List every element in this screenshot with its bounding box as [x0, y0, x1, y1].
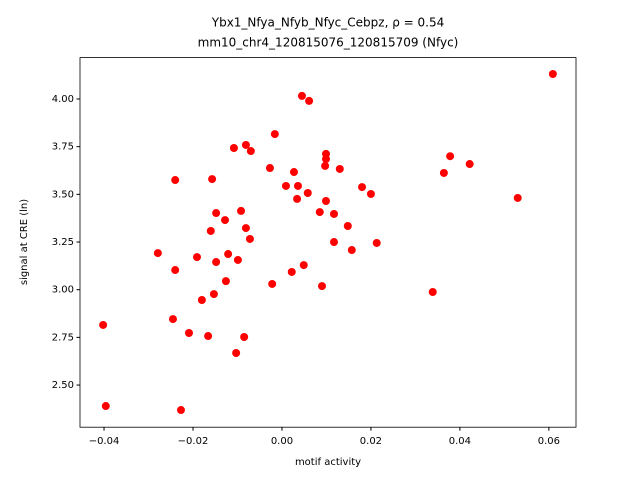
- point: [192, 253, 201, 262]
- y-tick-label: 3.75: [52, 142, 74, 153]
- point: [303, 189, 312, 198]
- plot-frame: [79, 57, 577, 428]
- point: [321, 155, 330, 164]
- point: [184, 328, 193, 337]
- x-tick-label: 0.00: [271, 436, 293, 447]
- point: [287, 267, 296, 276]
- point: [465, 160, 474, 169]
- point: [315, 208, 324, 217]
- point: [446, 152, 455, 161]
- point: [209, 290, 218, 299]
- point: [176, 406, 185, 415]
- x-tick-label: −0.04: [89, 436, 120, 447]
- point: [321, 197, 330, 206]
- point: [305, 96, 314, 105]
- chart-title: Ybx1_Nfya_Nfyb_Nfyc_Cebpz, ρ = 0.54: [211, 16, 444, 30]
- point: [221, 277, 230, 286]
- point: [330, 238, 339, 247]
- x-tick-label: 0.04: [449, 436, 471, 447]
- point: [335, 164, 344, 173]
- point: [246, 147, 255, 156]
- point: [297, 91, 306, 100]
- point: [208, 175, 217, 184]
- point: [240, 332, 249, 341]
- point: [428, 287, 437, 296]
- point: [232, 349, 241, 358]
- point: [171, 266, 180, 275]
- point: [321, 161, 330, 170]
- y-tick-label: 3.25: [52, 237, 74, 248]
- point: [299, 261, 308, 270]
- point: [265, 164, 274, 173]
- point: [347, 246, 356, 255]
- point: [204, 332, 213, 341]
- point: [197, 295, 206, 304]
- point: [293, 181, 302, 190]
- point: [268, 279, 277, 288]
- y-axis-label: signal at CRE (ln): [19, 199, 30, 285]
- x-tick-label: 0.02: [360, 436, 382, 447]
- point: [168, 315, 177, 324]
- y-tick-label: 3.50: [52, 189, 74, 200]
- point: [206, 226, 215, 235]
- point: [358, 183, 367, 192]
- point: [212, 209, 221, 218]
- y-tick-label: 2.50: [52, 380, 74, 391]
- chart-subtitle: mm10_chr4_120815076_120815709 (Nfyc): [198, 36, 459, 50]
- point: [343, 221, 352, 230]
- point: [171, 176, 180, 185]
- point: [372, 238, 381, 247]
- point: [153, 249, 162, 258]
- y-tick-label: 2.75: [52, 332, 74, 343]
- point: [237, 206, 246, 215]
- point: [101, 402, 110, 411]
- point: [233, 255, 242, 264]
- point: [293, 194, 302, 203]
- point: [281, 181, 290, 190]
- point: [212, 258, 221, 267]
- point: [513, 193, 522, 202]
- x-axis-label: motif activity: [295, 457, 361, 468]
- x-tick-label: 0.06: [538, 436, 560, 447]
- point: [317, 282, 326, 291]
- x-tick-label: −0.02: [178, 436, 209, 447]
- point: [224, 250, 233, 259]
- point: [439, 168, 448, 177]
- point: [221, 216, 230, 225]
- point: [270, 130, 279, 139]
- point: [548, 70, 557, 79]
- y-tick-label: 4.00: [52, 94, 74, 105]
- point: [229, 143, 238, 152]
- point: [289, 168, 298, 177]
- point: [99, 320, 108, 329]
- point: [366, 189, 375, 198]
- point: [330, 209, 339, 218]
- point: [241, 140, 250, 149]
- y-tick-label: 3.00: [52, 285, 74, 296]
- point: [245, 234, 254, 243]
- point: [241, 224, 250, 233]
